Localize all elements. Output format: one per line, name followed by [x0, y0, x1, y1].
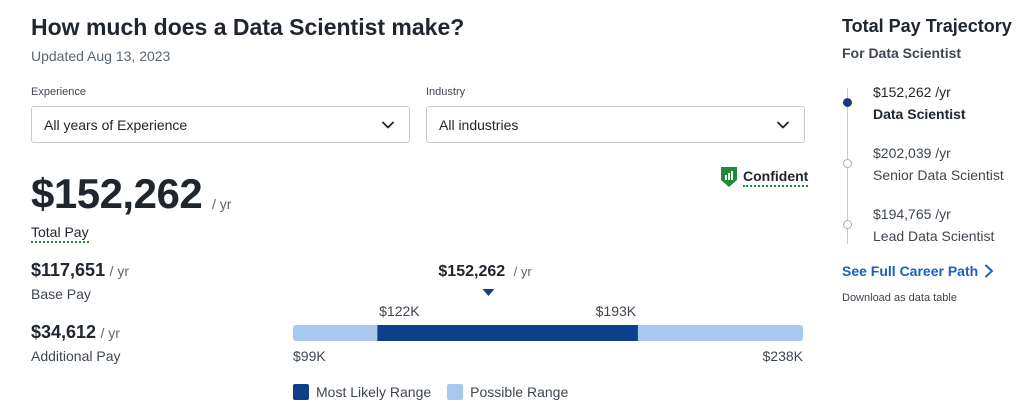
median-marker	[482, 289, 495, 296]
legend-possible-label: Possible Range	[470, 384, 569, 400]
bar-chart-shield-icon	[721, 167, 737, 187]
industry-label: Industry	[426, 86, 466, 98]
legend-most-likely-label: Most Likely Range	[316, 384, 432, 400]
likely-low-label: $122K	[379, 303, 420, 319]
total-pay-unit: / yr	[212, 196, 232, 212]
experience-value: All years of Experience	[44, 116, 188, 133]
trajectory-item[interactable]: $194,765 /yr Lead Data Scientist	[873, 206, 994, 244]
base-pay-unit: / yr	[109, 263, 129, 279]
trajectory-pay: $202,039 /yr	[873, 145, 951, 161]
trajectory-role: Lead Data Scientist	[873, 228, 995, 244]
likely-high-label: $193K	[596, 303, 637, 319]
legend-most-likely: Most Likely Range	[293, 384, 431, 400]
see-full-career-path-link[interactable]: See Full Career Path	[842, 263, 994, 279]
additional-pay-row: $34,612 / yr	[31, 322, 120, 343]
legend-swatch-likely	[293, 384, 309, 400]
range-legend: Most Likely Range Possible Range	[293, 384, 568, 400]
confidence-indicator[interactable]: Confident	[720, 166, 809, 188]
legend-swatch-possible	[447, 384, 464, 400]
additional-pay-value: $34,612	[31, 322, 97, 342]
most-likely-range-bar	[377, 325, 638, 341]
trajectory-role: Data Scientist	[873, 106, 966, 122]
chevron-down-icon	[777, 121, 789, 128]
base-pay-row: $117,651 / yr	[31, 260, 129, 281]
trajectory-dot	[843, 220, 852, 229]
pay-range-chart: $152,262 / yr $122K $193K $99K $238K	[293, 263, 804, 364]
additional-pay-label: Additional Pay	[31, 348, 121, 364]
trajectory-item[interactable]: $202,039 /yr Senior Data Scientist	[873, 145, 1004, 183]
trajectory-dot	[843, 159, 852, 168]
trajectory-pay: $194,765 /yr	[873, 206, 951, 222]
experience-dropdown[interactable]: All years of Experience	[31, 106, 410, 143]
range-max-label: $238K	[763, 348, 804, 364]
page-title: How much does a Data Scientist make?	[31, 14, 465, 40]
total-pay-value: $152,262	[31, 170, 203, 217]
chevron-right-icon	[985, 264, 994, 278]
range-min-label: $99K	[293, 348, 326, 364]
trajectory-role: Senior Data Scientist	[873, 167, 1004, 183]
trajectory-subtitle: For Data Scientist	[842, 45, 962, 61]
chevron-down-icon	[382, 121, 394, 128]
median-pay-value: $152,262	[438, 263, 505, 280]
total-pay-label[interactable]: Total Pay	[31, 224, 89, 243]
base-pay-value: $117,651	[31, 260, 106, 280]
trajectory-pay: $152,262 /yr	[873, 84, 951, 100]
median-pay-label: $152,262 / yr	[438, 263, 532, 280]
experience-label: Experience	[31, 86, 87, 98]
median-pay-unit: / yr	[514, 264, 533, 279]
updated-date: Updated Aug 13, 2023	[31, 48, 171, 64]
additional-pay-unit: / yr	[100, 325, 120, 341]
industry-dropdown[interactable]: All industries	[426, 106, 805, 143]
confidence-label: Confident	[743, 168, 809, 187]
download-data-table-link[interactable]: Download as data table	[842, 292, 957, 304]
career-link-label: See Full Career Path	[842, 263, 979, 279]
trajectory-title: Total Pay Trajectory	[842, 16, 1012, 36]
legend-possible: Possible Range	[447, 384, 568, 400]
trajectory-item[interactable]: $152,262 /yr Data Scientist	[873, 84, 966, 122]
industry-value: All industries	[439, 116, 519, 133]
base-pay-label: Base Pay	[31, 286, 91, 302]
trajectory-dot-active	[843, 98, 852, 107]
